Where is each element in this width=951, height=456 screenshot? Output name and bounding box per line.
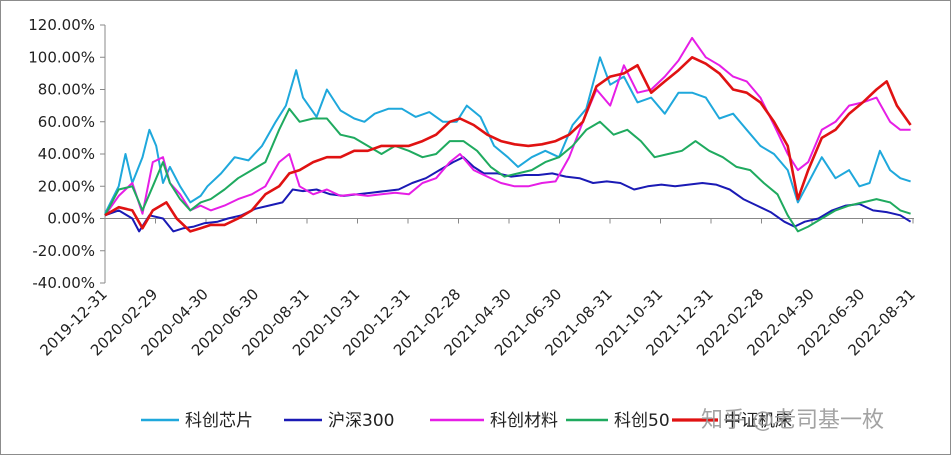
y-tick-label: 120.00% bbox=[28, 16, 95, 34]
y-tick-label: 80.00% bbox=[38, 81, 95, 99]
series-line-4 bbox=[104, 107, 911, 233]
series-lines bbox=[104, 36, 912, 233]
series-line-3 bbox=[104, 36, 911, 216]
watermark-text: 知乎 @老司基一枚 bbox=[701, 408, 884, 433]
legend-label-1: 科创芯片 bbox=[185, 411, 253, 431]
legend-label-2: 沪深300 bbox=[328, 411, 394, 431]
y-tick-label: -40.00% bbox=[32, 274, 95, 292]
series-line-5 bbox=[104, 56, 912, 233]
legend-label-5: 中证机床 bbox=[724, 411, 792, 431]
y-tick-label: 20.00% bbox=[38, 177, 95, 195]
series-line-1 bbox=[104, 56, 911, 215]
legend: 科创芯片 沪深300 科创材料 科创50 中证机床 bbox=[141, 411, 792, 431]
y-axis: 120.00% 100.00% 80.00% 60.00% 40.00% 20.00% 0.… bbox=[28, 16, 106, 292]
y-tick-label: 100.00% bbox=[28, 48, 95, 66]
series-line-2 bbox=[104, 156, 912, 233]
legend-label-3: 科创材料 bbox=[490, 411, 558, 431]
y-tick-label: -20.00% bbox=[32, 242, 95, 260]
y-tick-label: 60.00% bbox=[38, 113, 95, 131]
y-tick-label: 0.00% bbox=[47, 210, 95, 228]
legend-label-4: 科创50 bbox=[614, 411, 670, 431]
x-axis: 2019-12-312020-02-292020-04-302020-06-30… bbox=[36, 218, 919, 359]
y-tick-label: 40.00% bbox=[38, 145, 95, 163]
